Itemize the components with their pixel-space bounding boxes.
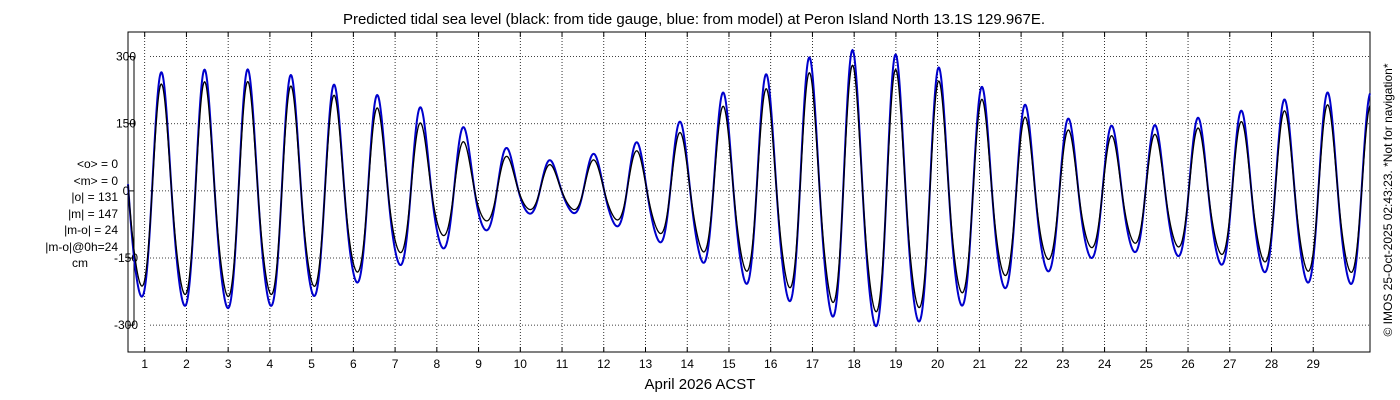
- x-tick-label: 2: [183, 357, 190, 371]
- x-tick-label: 22: [1014, 357, 1028, 371]
- plot-area: [127, 31, 1371, 353]
- x-tick-label: 14: [681, 357, 695, 371]
- stat-abs-observed: |o| = 131: [71, 190, 118, 204]
- x-tick-label: 5: [308, 357, 315, 371]
- stat-abs-diff-0h: |m-o|@0h=24: [45, 239, 118, 254]
- x-tick-label: 27: [1223, 357, 1237, 371]
- x-tick-label: 8: [433, 357, 440, 371]
- x-tick-label: 1: [141, 357, 148, 371]
- x-tick-label: 26: [1181, 357, 1195, 371]
- x-tick-label: 13: [639, 357, 653, 371]
- x-tick-label: 3: [225, 357, 232, 371]
- y-tick-label: -150: [114, 251, 138, 265]
- y-tick-label: 150: [116, 117, 136, 131]
- x-tick-label: 17: [806, 357, 820, 371]
- x-tick-label: 29: [1307, 357, 1321, 371]
- x-tick-label: 11: [556, 357, 569, 371]
- x-tick-label: 9: [475, 357, 482, 371]
- x-tick-label: 20: [931, 357, 945, 371]
- y-tick-label: 300: [116, 50, 136, 64]
- x-tick-label: 15: [722, 357, 736, 371]
- stat-unit: cm: [72, 256, 88, 270]
- x-tick-label: 12: [597, 357, 611, 371]
- x-axis-label: April 2026 ACST: [645, 376, 756, 393]
- x-tick-label: 10: [514, 357, 528, 371]
- x-tick-label: 28: [1265, 357, 1279, 371]
- x-tick-label: 21: [973, 357, 987, 371]
- y-axis: 300 150 0 -150 -300: [114, 50, 138, 333]
- x-tick-label: 4: [267, 357, 274, 371]
- x-tick-label: 6: [350, 357, 357, 371]
- stats-panel: <o> = 0 <m> = 0 |o| = 131 |m| = 147 |m-o…: [12, 156, 118, 272]
- x-tick-label: 18: [847, 357, 861, 371]
- x-tick-label: 25: [1140, 357, 1154, 371]
- x-tick-label: 19: [889, 357, 903, 371]
- stat-mean-observed: <o> = 0: [76, 157, 118, 171]
- copyright-note: © IMOS 25-Oct-2025 02:43:23. *Not for na…: [1381, 63, 1395, 336]
- y-tick-label: 0: [123, 184, 130, 198]
- x-tick-label: 7: [392, 357, 399, 371]
- chart-title: Predicted tidal sea level (black: from t…: [343, 11, 1045, 28]
- series-layer: [127, 48, 1371, 328]
- x-tick-label: 24: [1098, 357, 1112, 371]
- x-axis: 1 2 3 4 5 6 7 8 9 10 11 12 13 14 15 16 17 18 19 20 21 22 23 24 2…: [141, 32, 1320, 371]
- x-tick-label: 16: [764, 357, 778, 371]
- stat-abs-diff: |m-o| = 24: [64, 223, 118, 237]
- tide-gauge-series-line: [127, 64, 1371, 313]
- y-tick-label: -300: [114, 318, 138, 332]
- stat-abs-model: |m| = 147: [68, 206, 118, 221]
- stat-mean-model: <m> = 0: [73, 173, 118, 188]
- x-tick-label: 23: [1056, 357, 1070, 371]
